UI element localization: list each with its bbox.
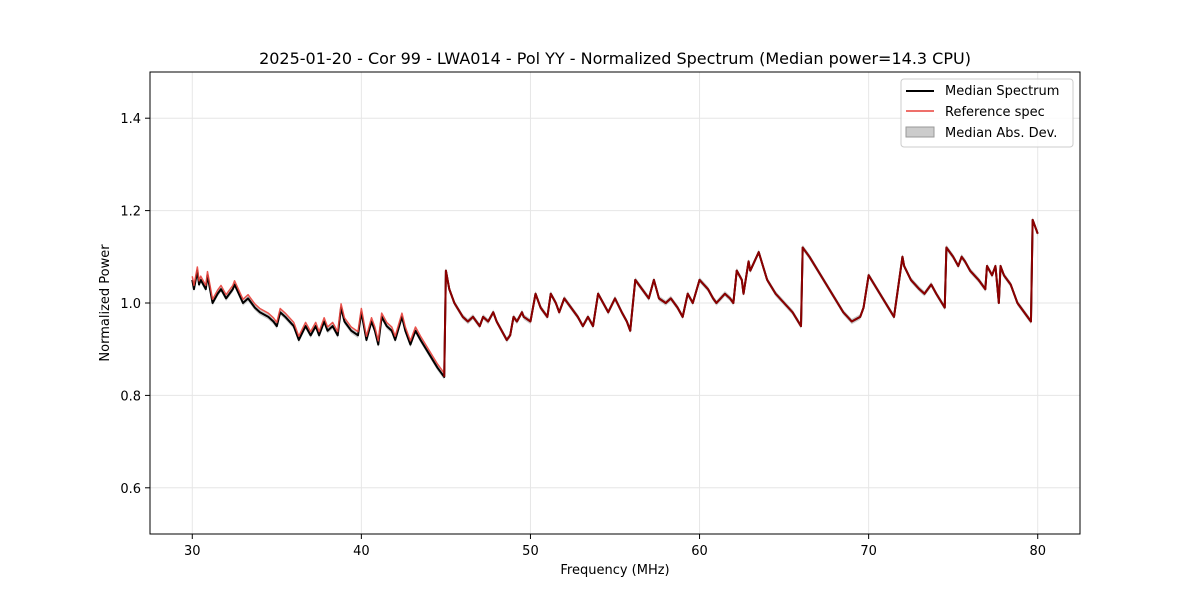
series-lines xyxy=(191,218,1039,378)
x-axis-ticks: 30 40 50 60 70 80 xyxy=(184,534,1046,559)
chart-title: 2025-01-20 - Cor 99 - LWA014 - Pol YY - … xyxy=(259,49,971,68)
reference-overlap-line xyxy=(443,218,1039,377)
legend: Median Spectrum Reference spec Median Ab… xyxy=(900,78,1074,148)
x-tick-label: 30 xyxy=(184,544,201,559)
x-tick-label: 80 xyxy=(1029,544,1046,559)
legend-swatch-mad xyxy=(905,126,935,138)
y-tick-label: 0.6 xyxy=(120,482,141,497)
y-tick-label: 1.2 xyxy=(120,205,141,220)
x-tick-label: 50 xyxy=(522,544,539,559)
y-tick-label: 1.4 xyxy=(120,112,141,127)
y-axis-label: Normalized Power xyxy=(98,244,113,362)
legend-box xyxy=(900,78,1074,148)
x-tick-label: 60 xyxy=(691,544,708,559)
x-axis-label: Frequency (MHz) xyxy=(560,563,669,578)
legend-label-median: Median Spectrum xyxy=(945,84,1059,99)
legend-label-mad: Median Abs. Dev. xyxy=(945,126,1057,141)
y-tick-label: 0.8 xyxy=(120,389,141,404)
y-tick-label: 1.0 xyxy=(120,297,141,312)
x-tick-label: 70 xyxy=(860,544,877,559)
x-tick-label: 40 xyxy=(353,544,370,559)
legend-label-reference: Reference spec xyxy=(945,105,1045,120)
y-axis-ticks: 0.6 0.8 1.0 1.2 1.4 xyxy=(120,112,150,497)
